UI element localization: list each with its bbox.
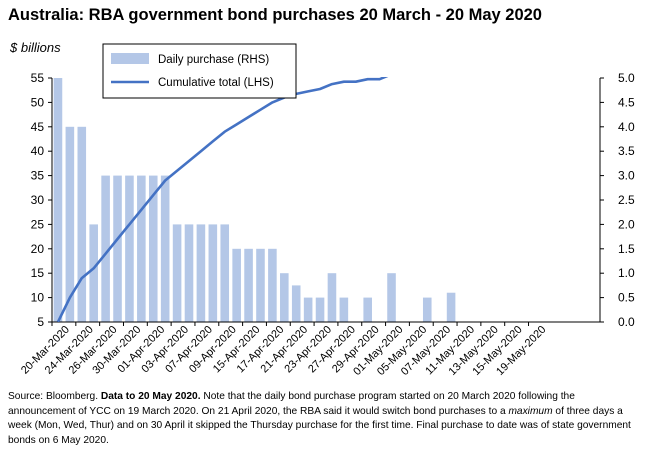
chart-title: Australia: RBA government bond purchases… [8,6,542,24]
daily-purchase-bar [232,248,241,322]
right-tick-label: 4.5 [618,95,635,109]
daily-purchase-bar [244,248,253,322]
left-tick-label: 50 [31,95,45,109]
left-tick-label: 35 [31,169,45,183]
left-tick-label: 5 [37,315,44,329]
left-tick-label: 55 [31,71,45,85]
left-tick-label: 20 [31,242,45,256]
legend-box [102,43,297,99]
daily-purchase-bar [113,175,122,322]
daily-purchase-bar [422,297,432,322]
daily-purchase-bar [53,78,63,322]
daily-purchase-bar [220,224,230,322]
source-italic: maximum [508,405,553,417]
daily-purchase-bar [446,292,456,322]
daily-purchase-bar [280,273,289,322]
right-tick-label: 2.5 [618,193,635,207]
source-text-2: of three days a week (Mon, Wed, Thur) an… [8,405,631,446]
right-tick-label: 3.5 [618,144,635,158]
daily-purchase-bar [184,224,194,322]
right-tick-label: 1.5 [618,242,635,256]
daily-purchase-bar [303,297,313,322]
daily-purchase-bar [89,224,98,322]
daily-purchase-bar [148,175,158,322]
daily-purchase-bar [77,126,87,322]
source-bold-note: Data to 20 May 2020. [100,391,201,402]
daily-purchase-bar [208,224,218,322]
daily-purchase-bar [196,224,206,322]
left-tick-label: 10 [31,291,45,305]
daily-purchase-bar [65,126,75,322]
left-tick-label: 30 [31,193,45,207]
daily-purchase-bar [172,224,182,322]
daily-purchase-bar [256,248,265,322]
source-note: Source: Bloomberg. Data to 20 May 2020. … [8,390,644,448]
right-tick-label: 1.0 [618,266,635,280]
right-tick-label: 0.5 [618,291,635,305]
right-tick-label: 3.0 [618,169,635,183]
daily-purchase-bar [291,285,301,322]
daily-purchase-bar [160,175,170,322]
left-tick-label: 45 [31,120,45,134]
daily-purchase-bar [101,175,110,322]
right-tick-label: 2.0 [618,217,635,231]
source-prefix: Source: Bloomberg. [8,391,101,402]
right-tick-label: 5.0 [618,71,635,85]
daily-purchase-bar [315,297,325,322]
cumulative-total-line [56,77,389,322]
left-tick-label: 25 [31,217,45,231]
daily-purchase-bar [387,273,396,322]
daily-purchase-bar [125,175,134,322]
right-tick-label: 0.0 [618,315,635,329]
daily-purchase-bar [268,248,277,322]
source-text-1: Note that the daily bond purchase progra… [8,391,575,417]
daily-purchase-bar [363,297,372,322]
legend-swatch-daily [111,53,149,64]
daily-purchase-bar [137,175,146,322]
left-tick-label: 15 [31,266,45,280]
left-axis-units-label: $ billions [10,40,61,55]
daily-purchase-bar [339,297,349,322]
right-tick-label: 4.0 [618,120,635,134]
left-tick-label: 40 [31,144,45,158]
legend-label-cumulative: Cumulative total (LHS) [158,77,274,89]
daily-purchase-bar [327,273,337,322]
legend-label-daily: Daily purchase (RHS) [158,54,269,66]
